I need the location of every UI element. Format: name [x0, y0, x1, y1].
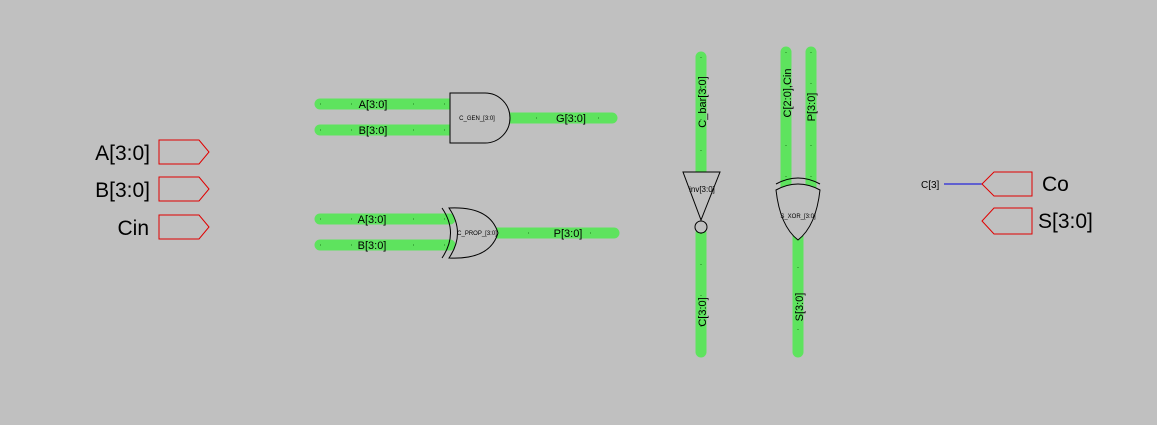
prop-out-label: P[3:0] — [554, 228, 583, 240]
prop-in-a-label: A[3:0] — [358, 214, 387, 226]
input-port-a-symbol — [158, 139, 210, 165]
gen-in-a-label: A[3:0] — [359, 99, 388, 111]
input-port-cin-label: Cin — [117, 217, 149, 240]
inverter-bubble — [694, 220, 708, 234]
output-port-s-symbol — [981, 207, 1033, 235]
output-port-co-label: Co — [1042, 173, 1069, 196]
input-port-cin-symbol — [158, 214, 210, 240]
output-port-co-symbol — [981, 171, 1033, 197]
xor-gate-back-arc — [441, 207, 451, 259]
xor-gate[interactable] — [448, 207, 499, 259]
output-port-s[interactable]: S[3:0] — [981, 207, 1093, 235]
output-port-co[interactable]: C[3] Co — [921, 171, 1069, 197]
sum-in-p-label: P[3:0] — [806, 93, 818, 122]
sum-xor-block: C[2:0],Cin P[3:0] S_XOR_[3:0] S[3:0] — [775, 46, 821, 358]
prop-in-b-label: B[3:0] — [358, 240, 387, 252]
sum-xor-label: S_XOR_[3:0] — [780, 214, 816, 220]
input-port-a-label: A[3:0] — [95, 142, 150, 165]
inverter-label: inv[3:0] — [689, 185, 715, 194]
co-wire-label: C[3] — [921, 180, 940, 191]
output-port-s-label: S[3:0] — [1038, 210, 1093, 233]
input-port-cin[interactable]: Cin — [117, 214, 210, 240]
xor-gate-label: C_PROP_[3:0] — [457, 231, 497, 237]
sum-out-label: S[3:0] — [794, 293, 806, 322]
input-port-b[interactable]: B[3:0] — [95, 176, 210, 202]
prop-block: A[3:0] B[3:0] C_PROP_[3:0] P[3:0] — [314, 207, 620, 259]
input-port-a[interactable]: A[3:0] — [95, 139, 210, 165]
input-port-b-label: B[3:0] — [95, 179, 150, 202]
inverter-gate[interactable] — [682, 171, 721, 222]
gen-block: A[3:0] B[3:0] C_GEN_[3:0] G[3:0] — [314, 92, 618, 144]
inv-in-label: C_bar[3:0] — [697, 76, 709, 127]
input-port-b-symbol — [158, 176, 210, 202]
sum-xor-back-arc — [775, 177, 821, 185]
and-gate[interactable] — [449, 92, 511, 144]
gen-in-b-label: B[3:0] — [359, 125, 388, 137]
and-gate-label: C_GEN_[3:0] — [459, 116, 495, 122]
sum-in-c-label: C[2:0],Cin — [782, 69, 794, 118]
sum-xor-gate[interactable] — [775, 183, 821, 241]
inv-out-label: C[3:0] — [697, 297, 709, 326]
gen-out-label: G[3:0] — [556, 113, 586, 125]
inverter-block: C_bar[3:0] inv[3:0] C[3:0] — [682, 51, 721, 358]
